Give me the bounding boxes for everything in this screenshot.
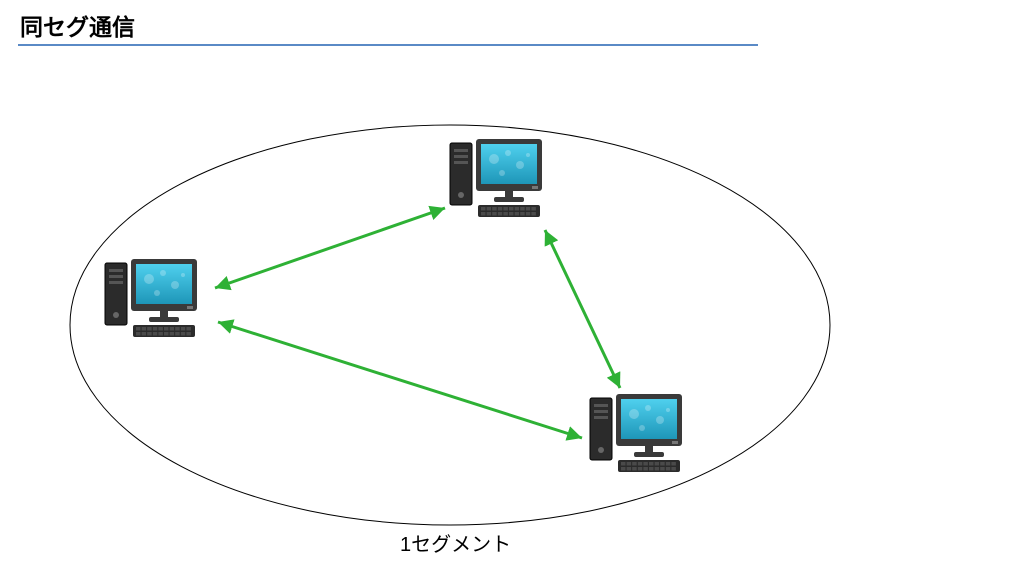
computers-group: [105, 139, 682, 472]
arrow: [218, 322, 582, 438]
arrow: [215, 208, 445, 288]
arrows-group: [215, 208, 620, 438]
computer-icon: [105, 259, 197, 337]
computer-icon: [450, 139, 542, 217]
computer-icon: [590, 394, 682, 472]
arrow: [545, 230, 620, 388]
segment-label: 1セグメント: [400, 528, 511, 557]
diagram-canvas: [0, 0, 1024, 586]
